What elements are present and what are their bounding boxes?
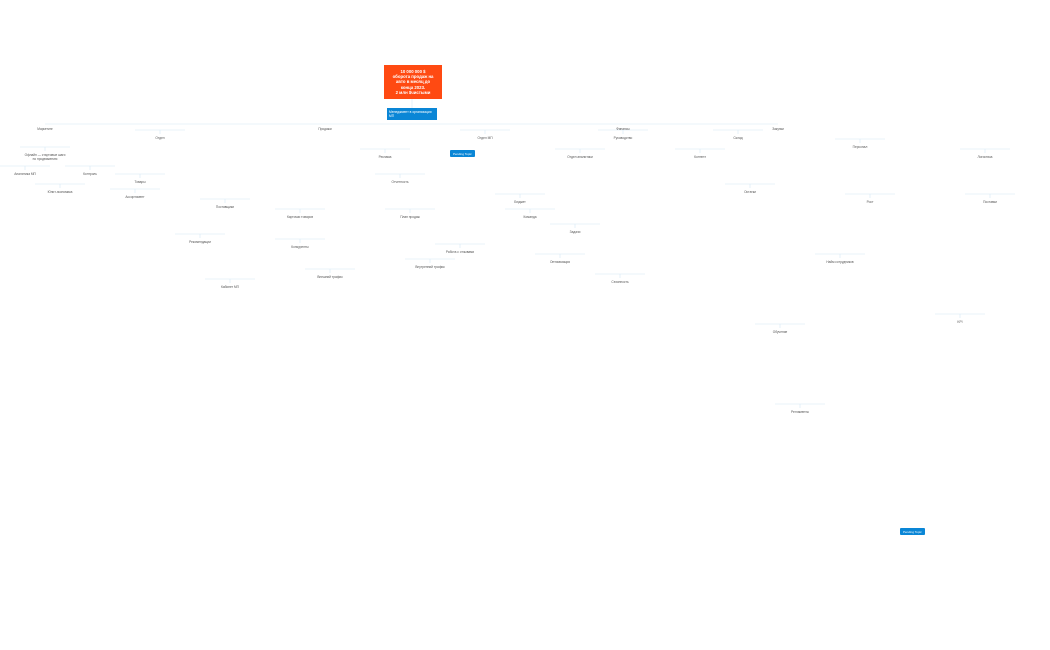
topic-node[interactable]: Остатки (744, 190, 756, 194)
topic-node[interactable]: Отдел аналитики (567, 155, 593, 159)
topic-node[interactable]: Рост (866, 200, 874, 204)
subtopic-management[interactable]: Менеджмент в организации МП (387, 108, 437, 120)
topic-node[interactable]: Карточки товаров (286, 215, 314, 219)
topic-node[interactable]: Контроль (83, 172, 97, 176)
pending-topic[interactable]: Pending Topic (900, 528, 925, 535)
topic-node[interactable]: Склад (733, 136, 743, 140)
topic-node[interactable]: План продаж (400, 215, 420, 219)
topic-node[interactable]: Отдел МП (477, 136, 493, 140)
topic-node[interactable]: Оптимизация (550, 260, 570, 264)
topic-node[interactable]: Рекомендации (189, 240, 211, 244)
topic-node[interactable]: Регламенты (791, 410, 809, 414)
topic-node[interactable]: Закупки (772, 127, 784, 131)
topic-node[interactable]: Команда (523, 215, 537, 219)
topic-node[interactable]: Найм сотрудников (826, 260, 854, 264)
topic-node[interactable]: Офлайн — стартовые шаги по продвижению (24, 153, 66, 161)
topic-node[interactable]: Отчетность (391, 180, 409, 184)
topic-node[interactable]: Реклама (378, 155, 392, 159)
topic-node[interactable]: Руководство (613, 136, 633, 140)
topic-node[interactable]: Финансы (616, 127, 630, 131)
pending-topic[interactable]: Pending Topic (450, 150, 475, 157)
topic-node[interactable]: Логистика (977, 155, 993, 159)
topic-node[interactable]: Бюджет (514, 200, 526, 204)
topic-node[interactable]: Юнит-экономика (47, 190, 73, 194)
topic-node[interactable]: Обучение (772, 330, 788, 334)
topic-node[interactable]: Маркетинг (37, 127, 53, 131)
topic-node[interactable]: Продажи (318, 127, 332, 131)
topic-node[interactable]: Ассортимент (125, 195, 145, 199)
topic-node[interactable]: Внешний трафик (317, 275, 343, 279)
root-topic[interactable]: 10 000 000 $ оборота продаж на авто в ме… (384, 65, 442, 99)
topic-node[interactable]: Задачи (569, 230, 581, 234)
topic-node[interactable]: Кабинет МП (221, 285, 239, 289)
topic-node[interactable]: Поставщики (215, 205, 235, 209)
topic-node[interactable]: Внутренний трафик (415, 265, 445, 269)
topic-node[interactable]: Конкуренты (291, 245, 309, 249)
topic-node[interactable]: Отдел (155, 136, 165, 140)
topic-node[interactable]: Контент (694, 155, 706, 159)
topic-node[interactable]: Работа с отзывами (445, 250, 475, 254)
topic-node[interactable]: Сезонность (611, 280, 629, 284)
topic-node[interactable]: Поставки (983, 200, 997, 204)
topic-node[interactable]: KPI (957, 320, 963, 324)
topic-node[interactable]: Персонал (852, 145, 868, 149)
topic-node[interactable]: Товары (134, 180, 146, 184)
topic-node[interactable]: Аналитика МП (14, 172, 36, 176)
